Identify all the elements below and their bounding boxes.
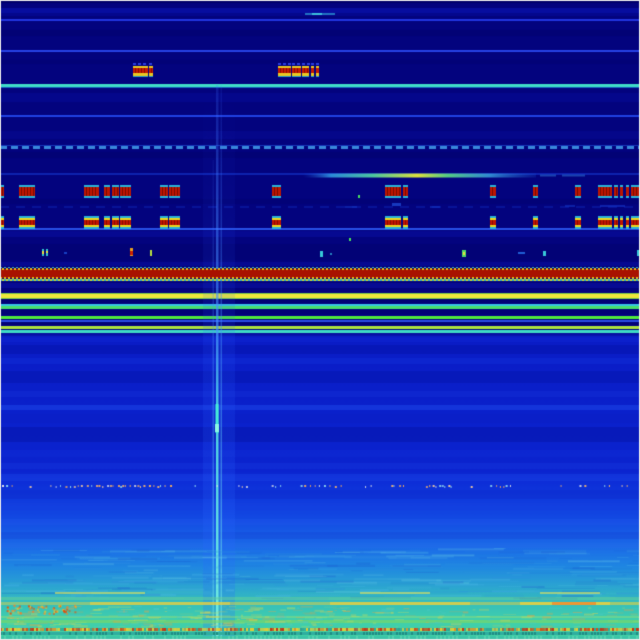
spectrogram-canvas bbox=[0, 0, 640, 640]
spectrogram bbox=[0, 0, 640, 640]
